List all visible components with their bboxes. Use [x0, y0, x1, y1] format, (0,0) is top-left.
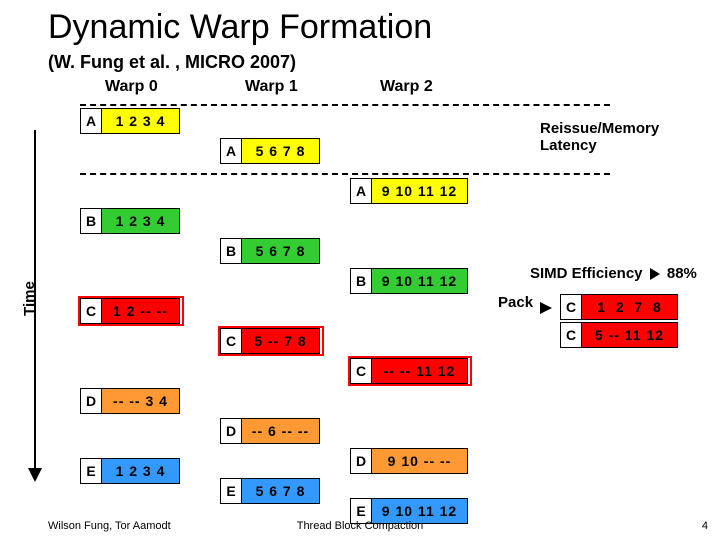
cell-D0: D-- -- 3 4: [80, 388, 180, 414]
page-title: Dynamic Warp Formation: [48, 8, 432, 47]
cell-row-label: D: [220, 418, 242, 444]
cell-row-label: E: [220, 478, 242, 504]
cell-row-label: A: [350, 178, 372, 204]
cell-A0: A1 2 3 4: [80, 108, 180, 134]
pack-label: Pack: [498, 294, 533, 311]
warp0-header: Warp 0: [105, 78, 158, 96]
pack-outline-0: [78, 296, 184, 326]
cell-A2: A9 10 11 12: [350, 178, 468, 204]
cell-values: 5 6 7 8: [242, 138, 320, 164]
cell-row-label: E: [80, 458, 102, 484]
cell-B2: B9 10 11 12: [350, 268, 468, 294]
cell-values: 9 10 11 12: [372, 268, 468, 294]
packed-cell-0: C1 2 7 8: [560, 294, 678, 320]
cell-A1: A5 6 7 8: [220, 138, 320, 164]
cell-values: 1 2 7 8: [582, 294, 678, 320]
packed-cell-1: C5 -- 11 12: [560, 322, 678, 348]
pack-outline-1: [218, 326, 324, 356]
cell-values: 1 2 3 4: [102, 208, 180, 234]
cell-values: -- 6 -- --: [242, 418, 320, 444]
footer-title: Thread Block Compaction: [0, 520, 720, 532]
pack-outline-2: [348, 356, 472, 386]
cell-B0: B1 2 3 4: [80, 208, 180, 234]
cell-values: 9 10 11 12: [372, 178, 468, 204]
time-axis-label: Time: [21, 281, 38, 316]
reissue-note: Reissue/Memory Latency: [540, 120, 659, 154]
simd-efficiency-value: 88%: [667, 265, 697, 282]
warp2-header: Warp 2: [380, 78, 433, 96]
cell-E0: E1 2 3 4: [80, 458, 180, 484]
cell-values: 5 6 7 8: [242, 238, 320, 264]
dash-line-1: [80, 104, 610, 106]
cell-row-label: A: [220, 138, 242, 164]
warp1-header: Warp 1: [245, 78, 298, 96]
cell-D1: D-- 6 -- --: [220, 418, 320, 444]
cell-values: 1 2 3 4: [102, 458, 180, 484]
packed-cells-container: C1 2 7 8C5 -- 11 12: [560, 294, 678, 350]
cell-B1: B5 6 7 8: [220, 238, 320, 264]
dash-line-2: [80, 173, 610, 175]
cell-row-label: B: [220, 238, 242, 264]
time-axis: Time: [20, 130, 44, 490]
simd-efficiency-note: SIMD Efficiency 88%: [530, 265, 697, 282]
cell-values: 1 2 3 4: [102, 108, 180, 134]
pack-arrow-icon: [540, 302, 552, 314]
footer-page-number: 4: [702, 520, 708, 532]
cell-values: 5 6 7 8: [242, 478, 320, 504]
cell-row-label: B: [350, 268, 372, 294]
simd-efficiency-label: SIMD Efficiency: [530, 265, 643, 282]
cell-row-label: D: [80, 388, 102, 414]
cell-row-label: B: [80, 208, 102, 234]
cell-E1: E5 6 7 8: [220, 478, 320, 504]
cell-row-label: C: [560, 322, 582, 348]
right-arrow-icon: [650, 268, 660, 280]
page-subtitle: (W. Fung et al. , MICRO 2007): [48, 52, 296, 73]
time-axis-arrowhead: [28, 468, 42, 482]
cell-D2: D9 10 -- --: [350, 448, 468, 474]
cell-values: 5 -- 11 12: [582, 322, 678, 348]
cell-values: 9 10 -- --: [372, 448, 468, 474]
cell-row-label: C: [560, 294, 582, 320]
cell-values: -- -- 3 4: [102, 388, 180, 414]
cell-row-label: D: [350, 448, 372, 474]
cell-row-label: A: [80, 108, 102, 134]
